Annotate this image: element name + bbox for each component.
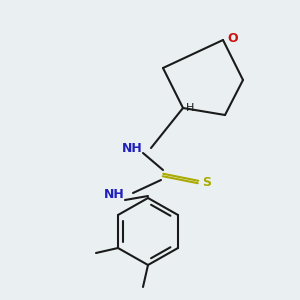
Text: H: H: [186, 103, 194, 113]
Text: NH: NH: [122, 142, 143, 154]
Text: NH: NH: [104, 188, 125, 202]
Text: S: S: [202, 176, 211, 188]
Text: O: O: [227, 32, 238, 44]
